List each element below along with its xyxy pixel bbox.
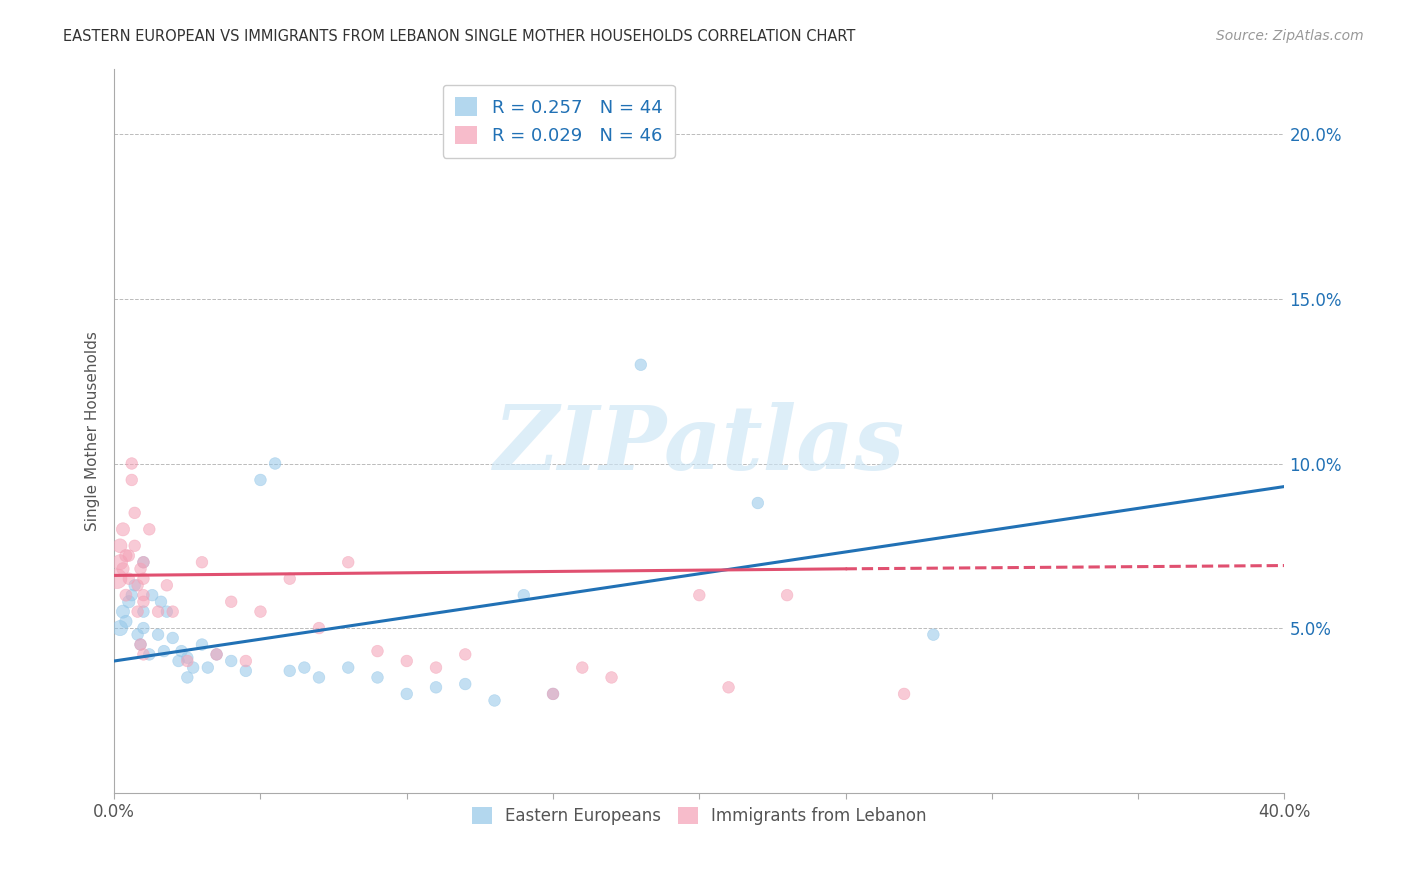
Point (454, 648, 477, 662)
Point (688, 588, 710, 602)
Point (121, 457, 143, 471)
Point (132, 621, 155, 635)
Point (205, 648, 228, 662)
Point (278, 664, 301, 678)
Point (108, 539, 131, 553)
Point (115, 615, 138, 629)
Point (425, 681, 447, 695)
Point (600, 670, 623, 684)
Point (124, 578, 146, 592)
Point (747, 496, 769, 510)
Point (395, 687, 418, 701)
Point (138, 648, 160, 662)
Point (141, 588, 163, 602)
Point (191, 555, 214, 569)
Text: EASTERN EUROPEAN VS IMMIGRANTS FROM LEBANON SINGLE MOTHER HOUSEHOLDS CORRELATION: EASTERN EUROPEAN VS IMMIGRANTS FROM LEBA… (63, 29, 856, 44)
Point (571, 660, 593, 674)
Point (121, 473, 143, 487)
Point (337, 660, 360, 674)
Point (235, 664, 257, 678)
Point (111, 605, 134, 619)
Point (235, 654, 257, 668)
Point (108, 621, 131, 635)
Point (176, 650, 198, 665)
Point (124, 506, 146, 520)
Point (197, 660, 219, 674)
Point (425, 660, 447, 674)
Point (395, 654, 418, 668)
Point (922, 628, 945, 642)
Legend: Eastern Europeans, Immigrants from Lebanon: Eastern Europeans, Immigrants from Leban… (463, 797, 936, 835)
Point (366, 670, 388, 684)
Point (162, 605, 184, 619)
Point (776, 588, 799, 602)
Point (191, 638, 214, 652)
Point (264, 457, 287, 471)
Point (176, 654, 198, 668)
Point (115, 549, 138, 563)
Point (127, 578, 149, 592)
Point (129, 562, 152, 576)
Point (484, 693, 506, 707)
Point (127, 605, 149, 619)
Point (278, 572, 301, 586)
Point (162, 631, 184, 645)
Point (337, 555, 360, 569)
Point (111, 522, 134, 536)
Point (121, 588, 143, 602)
Point (170, 644, 193, 658)
Point (118, 549, 141, 563)
Point (132, 588, 155, 602)
Point (219, 654, 242, 668)
Point (249, 473, 271, 487)
Point (249, 605, 271, 619)
Point (146, 628, 169, 642)
Point (219, 595, 242, 609)
Point (893, 687, 915, 701)
Point (150, 595, 173, 609)
Point (630, 358, 652, 372)
Point (167, 654, 190, 668)
Point (132, 605, 155, 619)
Point (717, 681, 740, 695)
Point (366, 644, 388, 658)
Point (132, 572, 155, 586)
Point (111, 562, 134, 576)
Point (138, 522, 160, 536)
Point (146, 605, 169, 619)
Text: ZIPatlas: ZIPatlas (494, 401, 905, 488)
Point (124, 539, 146, 553)
Point (129, 638, 152, 652)
Point (118, 595, 141, 609)
Point (308, 670, 330, 684)
Point (176, 670, 198, 684)
Y-axis label: Single Mother Households: Single Mother Households (86, 331, 100, 531)
Point (292, 660, 315, 674)
Point (156, 605, 179, 619)
Point (181, 660, 204, 674)
Point (105, 572, 128, 586)
Point (156, 578, 179, 592)
Point (541, 687, 564, 701)
Point (132, 555, 155, 569)
Point (153, 644, 176, 658)
Point (205, 648, 228, 662)
Point (513, 588, 536, 602)
Point (118, 572, 141, 586)
Point (115, 588, 138, 602)
Point (541, 687, 564, 701)
Point (132, 648, 155, 662)
Point (132, 555, 155, 569)
Point (132, 595, 155, 609)
Point (308, 621, 330, 635)
Point (454, 677, 477, 691)
Point (108, 555, 131, 569)
Text: Source: ZipAtlas.com: Source: ZipAtlas.com (1216, 29, 1364, 43)
Point (129, 638, 152, 652)
Point (127, 628, 149, 642)
